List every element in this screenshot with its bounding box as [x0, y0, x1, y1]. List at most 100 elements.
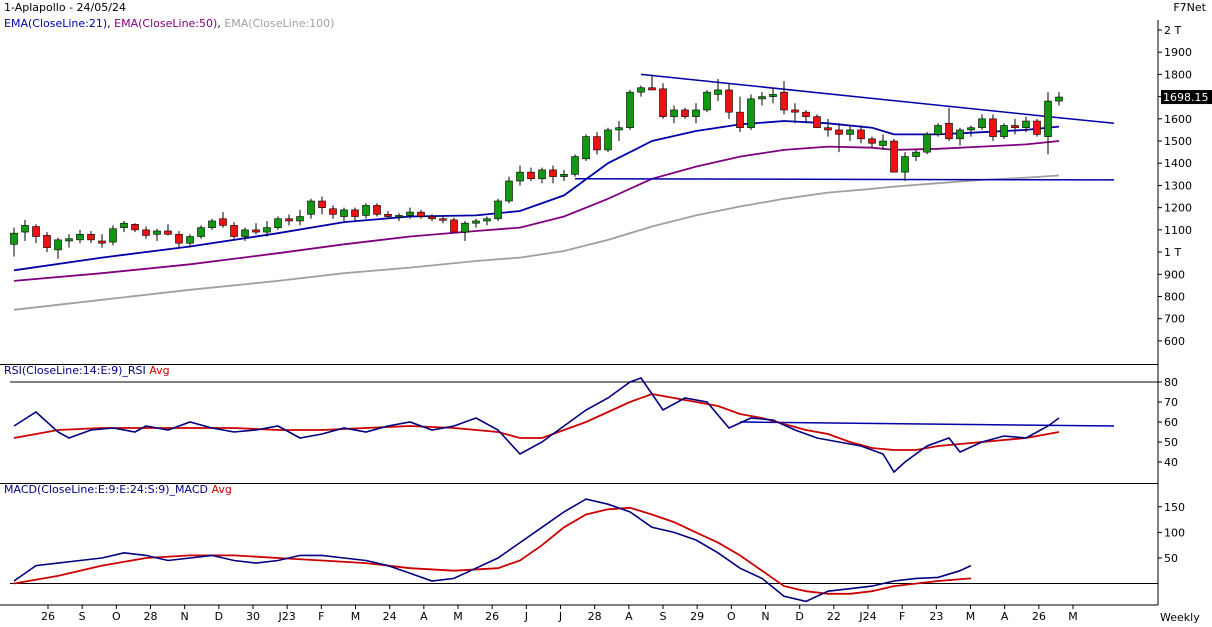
candle-down	[725, 89, 733, 113]
candle-down	[857, 129, 865, 140]
candle-down	[98, 240, 106, 244]
trendline-upper	[640, 73, 1115, 125]
candle-down	[835, 129, 843, 135]
candle-up	[153, 230, 161, 235]
ema50-legend: EMA(CloseLine:50)	[114, 17, 218, 30]
candle-up	[263, 227, 271, 233]
candle-down	[32, 226, 40, 237]
x-tick-label: J23	[278, 610, 296, 623]
candle-up	[967, 127, 975, 131]
candle-up	[571, 156, 579, 175]
rsi-tick-label: 70	[1164, 396, 1178, 409]
candle-up	[758, 96, 766, 100]
candle-down	[417, 211, 425, 217]
x-tick-label: S	[79, 610, 86, 623]
candle-down	[450, 219, 458, 233]
x-tick-label: D	[215, 610, 223, 623]
x-tick-label: F	[318, 610, 324, 623]
x-tick-label: A	[1001, 610, 1009, 623]
candle-up	[516, 171, 524, 182]
candle-up	[1000, 125, 1008, 137]
candle-down	[252, 229, 260, 233]
candle-up	[307, 200, 315, 215]
rsi-tick-label: 40	[1164, 456, 1178, 469]
x-tick-label: 28	[144, 610, 158, 623]
candle-up	[208, 220, 216, 228]
candle-up	[846, 129, 854, 135]
macd-tick-label: 100	[1164, 526, 1185, 539]
candle-up	[296, 216, 304, 222]
candle-down	[175, 234, 183, 244]
macd-avg-line	[13, 506, 972, 595]
price-tick-label: 1 T	[1164, 246, 1181, 259]
rsi-trendline	[739, 421, 1115, 427]
candle-up	[747, 98, 755, 129]
candle-up	[615, 127, 623, 131]
macd-tick-label: 150	[1164, 501, 1185, 514]
rsi-legend: RSI(CloseLine:14:E:9)_RSI Avg	[4, 364, 170, 377]
candle-down	[164, 230, 172, 235]
candle-up	[703, 91, 711, 111]
candle-down	[945, 122, 953, 140]
candle-up	[197, 227, 205, 237]
candle-down	[373, 205, 381, 215]
price-tick-label: 800	[1164, 290, 1185, 303]
candle-up	[923, 134, 931, 153]
candle-down	[648, 87, 656, 91]
timeframe-label: Weekly	[1160, 611, 1200, 624]
x-tick-label: J	[524, 610, 528, 623]
candle-down	[439, 218, 447, 221]
ema21-line	[13, 120, 1060, 272]
rsi-tick-label: 60	[1164, 416, 1178, 429]
candle-up	[494, 200, 502, 220]
x-tick-label: N	[761, 610, 769, 623]
x-tick-label: D	[795, 610, 803, 623]
rsi-avg-legend: Avg	[149, 364, 170, 377]
x-tick-label: 29	[690, 610, 704, 623]
macd-avg-legend: Avg	[211, 483, 232, 496]
candle-down	[142, 229, 150, 236]
candle-down	[230, 225, 238, 237]
candle-up	[461, 222, 469, 233]
candle-up	[76, 234, 84, 241]
x-tick-label: M	[453, 610, 463, 623]
candle-down	[549, 169, 557, 177]
price-rsi-divider	[0, 364, 1158, 365]
price-tick-label: 900	[1164, 268, 1185, 281]
support-line	[574, 178, 1115, 181]
x-tick-label: J24	[858, 610, 876, 623]
x-tick-label: 26	[1032, 610, 1046, 623]
macd-legend: MACD(CloseLine:E:9:E:24:S:9)_MACD Avg	[4, 483, 232, 496]
x-tick-label: A	[625, 610, 633, 623]
price-tick-label: 1400	[1164, 157, 1192, 170]
price-tick-label: 700	[1164, 313, 1185, 326]
candle-down	[593, 136, 601, 151]
candle-up	[956, 129, 964, 140]
price-tick-label: 1900	[1164, 46, 1192, 59]
candle-up	[604, 129, 612, 151]
candle-down	[659, 88, 667, 117]
price-tick-label: 1300	[1164, 179, 1192, 192]
candle-up	[626, 91, 634, 129]
source-label: F7Net	[1173, 1, 1206, 14]
candle-up	[472, 220, 480, 224]
price-tick-label: 2 T	[1164, 24, 1181, 37]
price-legend: EMA(CloseLine:21), EMA(CloseLine:50), EM…	[4, 17, 335, 30]
candle-up	[109, 228, 117, 243]
price-tick-label: 1600	[1164, 113, 1192, 126]
rsi-avg-line	[13, 393, 1060, 451]
candle-down	[1033, 120, 1041, 135]
candle-up	[769, 94, 777, 97]
candle-up	[10, 232, 18, 245]
x-tick-label: M	[351, 610, 361, 623]
macd-tick-label: 50	[1164, 552, 1178, 565]
candle-down	[736, 111, 744, 129]
candle-up	[879, 140, 887, 146]
last-price-label: 1698.15	[1163, 91, 1209, 104]
rsi-legend-label: RSI(CloseLine:14:E:9)_RSI	[4, 364, 146, 377]
candle-up	[1022, 120, 1030, 129]
candle-up	[912, 151, 920, 157]
candle-down	[813, 116, 821, 129]
candle-up	[637, 87, 645, 93]
candle-up	[934, 125, 942, 135]
